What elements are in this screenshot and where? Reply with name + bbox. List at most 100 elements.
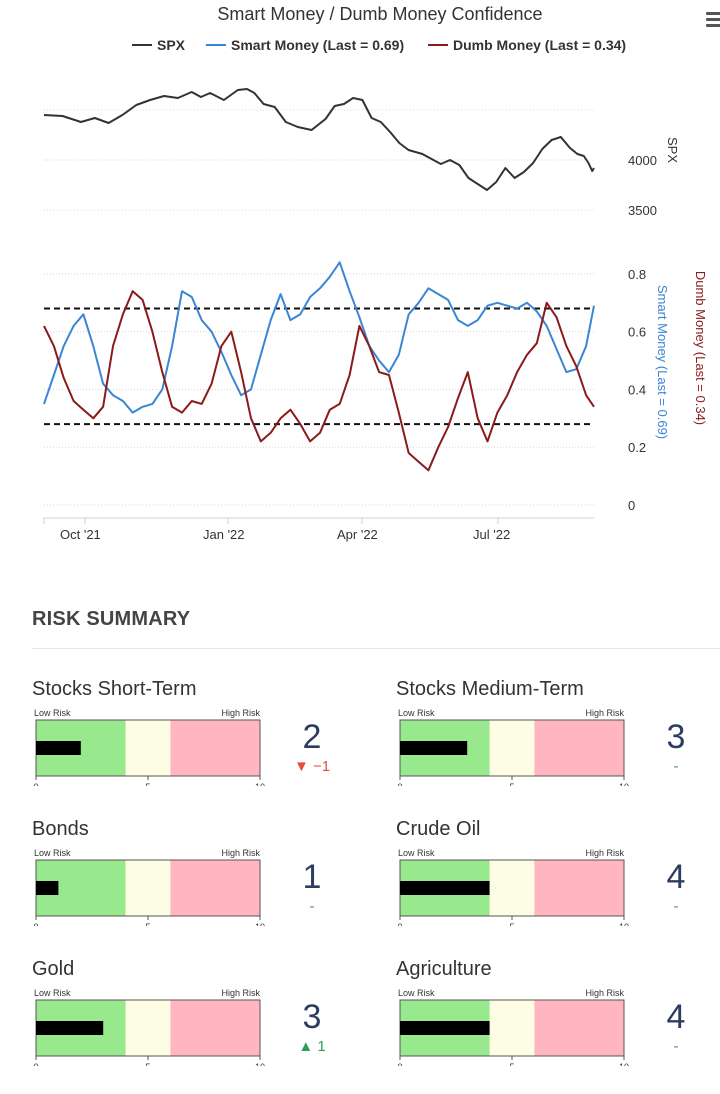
gauge-tick-label: 0 [397,782,402,786]
gauge-tick-label: 5 [145,782,150,786]
spx-tick-label: 4000 [628,153,657,168]
risk-card-title: Agriculture [396,958,492,980]
gauge-tick-label: 5 [509,922,514,926]
gauge-tick-label: 5 [145,1062,150,1066]
risk-card-title: Bonds [32,818,89,840]
gauge-tick-label: 5 [509,782,514,786]
risk-card-title: Stocks Short-Term [32,678,197,700]
gauge-value-bar [36,1021,104,1035]
gauge-tick-label: 10 [255,922,265,926]
risk-score: 4 [666,998,686,1036]
series-line-dumb-money [43,290,595,472]
high-risk-label: High Risk [221,988,260,998]
high-risk-label: High Risk [585,848,624,858]
gauge-zone-mid [125,1000,171,1056]
gauge-tick-label: 0 [397,922,402,926]
risk-score: 2 [302,718,322,756]
risk-change: ▲ 1 [298,1038,326,1055]
gauge-tick-label: 10 [619,782,629,786]
series-line-spx [43,88,595,191]
risk-gauge: Low Risk High Risk 0 5 10 [33,708,265,786]
x-tick-label: Jul '22 [473,527,510,542]
spx-axis-label: SPX [665,137,680,163]
low-risk-label: Low Risk [34,848,71,858]
gauge-zone-mid [489,1000,535,1056]
series-line-smart-money [43,261,595,414]
x-tick-label: Jan '22 [203,527,245,542]
conf-tick-label: 0.2 [628,440,646,455]
risk-gauge: Low Risk High Risk 0 5 10 [397,988,629,1066]
risk-change: - [673,1038,679,1055]
spx-tick-label: 3500 [628,203,657,218]
low-risk-label: Low Risk [398,988,435,998]
risk-change: - [309,898,315,915]
chart-menu-icon[interactable] [706,12,720,28]
risk-gauge: Low Risk High Risk 0 5 10 [33,848,265,926]
gauge-tick-label: 0 [397,1062,402,1066]
smart-dumb-money-chart: Smart Money / Dumb Money Confidence SPX Sm… [43,4,720,542]
chart-title: Smart Money / Dumb Money Confidence [217,4,542,24]
gauge-zone-mid [489,720,535,776]
risk-score: 4 [666,858,686,896]
risk-card: Crude Oil Low Risk High Risk 0 5 10 4 - [396,818,696,948]
high-risk-label: High Risk [221,708,260,718]
risk-card: Agriculture Low Risk High Risk 0 5 10 4 - [396,958,696,1088]
high-risk-label: High Risk [221,848,260,858]
gauge-tick-label: 0 [33,782,38,786]
gauge-zone-mid [125,860,171,916]
conf-tick-label: 0.8 [628,267,646,282]
x-tick-label: Apr '22 [337,527,378,542]
legend-item: SPX [157,37,186,53]
risk-card: Gold Low Risk High Risk 0 5 10 3 ▲ 1 [32,958,332,1088]
risk-card-title: Gold [32,958,75,980]
risk-change: - [673,898,679,915]
gauge-zone-high [534,860,624,916]
risk-change: ▼ −1 [293,758,331,775]
gauge-zone-mid [489,860,535,916]
legend-item: Dumb Money (Last = 0.34) [453,37,626,53]
dumb-money-axis-label: Dumb Money (Last = 0.34) [693,271,708,425]
gauge-tick-label: 10 [619,1062,629,1066]
risk-summary-title: RISK SUMMARY [32,608,191,630]
low-risk-label: Low Risk [34,988,71,998]
x-tick-label: Oct '21 [60,527,101,542]
gauge-value-bar [36,881,59,895]
gauge-tick-label: 0 [33,922,38,926]
gauge-zone-high [170,1000,260,1056]
section-divider [32,648,720,649]
gauge-value-bar [400,741,468,755]
risk-score: 3 [302,998,322,1036]
high-risk-label: High Risk [585,988,624,998]
conf-tick-label: 0.4 [628,382,646,397]
low-risk-label: Low Risk [398,708,435,718]
gauge-tick-label: 10 [255,1062,265,1066]
gauge-value-bar [400,881,490,895]
gauge-tick-label: 10 [619,922,629,926]
risk-card: Stocks Medium-Term Low Risk High Risk 0 5 10… [396,678,696,808]
gauge-tick-label: 10 [255,782,265,786]
low-risk-label: Low Risk [398,848,435,858]
gauge-tick-label: 0 [33,1062,38,1066]
chart-canvas: Smart Money / Dumb Money Confidence SPX Sm… [43,4,708,542]
risk-card-title: Crude Oil [396,818,481,840]
high-risk-label: High Risk [585,708,624,718]
conf-tick-label: 0.6 [628,325,646,340]
gauge-value-bar [400,1021,490,1035]
gauge-zone-high [534,1000,624,1056]
risk-gauge: Low Risk High Risk 0 5 10 [33,988,265,1066]
risk-card: Bonds Low Risk High Risk 0 5 10 1 - [32,818,332,948]
conf-tick-label: 0 [628,498,635,513]
low-risk-label: Low Risk [34,708,71,718]
risk-score: 3 [666,718,686,756]
gauge-zone-mid [125,720,171,776]
risk-gauge: Low Risk High Risk 0 5 10 [397,848,629,926]
gauge-value-bar [36,741,81,755]
smart-money-axis-label: Smart Money (Last = 0.69) [655,285,670,439]
risk-gauge: Low Risk High Risk 0 5 10 [397,708,629,786]
gauge-tick-label: 5 [509,1062,514,1066]
gauge-zone-high [534,720,624,776]
legend-item: Smart Money (Last = 0.69) [231,37,404,53]
risk-card-title: Stocks Medium-Term [396,678,584,700]
risk-change: - [673,758,679,775]
